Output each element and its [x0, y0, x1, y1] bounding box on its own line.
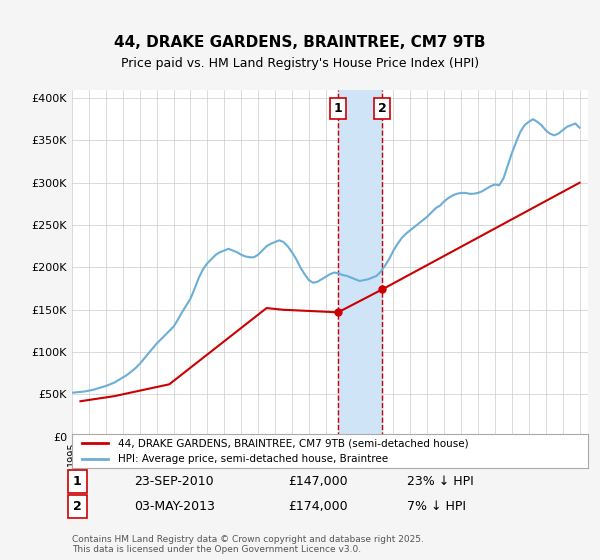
Text: 1: 1 — [334, 102, 343, 115]
Text: 44, DRAKE GARDENS, BRAINTREE, CM7 9TB (semi-detached house): 44, DRAKE GARDENS, BRAINTREE, CM7 9TB (s… — [118, 438, 469, 448]
Text: £174,000: £174,000 — [289, 500, 349, 514]
Text: 2: 2 — [378, 102, 386, 115]
Text: 23-SEP-2010: 23-SEP-2010 — [134, 475, 214, 488]
Text: Price paid vs. HM Land Registry's House Price Index (HPI): Price paid vs. HM Land Registry's House … — [121, 57, 479, 70]
Text: 2: 2 — [73, 500, 82, 514]
Text: Contains HM Land Registry data © Crown copyright and database right 2025.
This d: Contains HM Land Registry data © Crown c… — [72, 535, 424, 554]
Text: 44, DRAKE GARDENS, BRAINTREE, CM7 9TB: 44, DRAKE GARDENS, BRAINTREE, CM7 9TB — [114, 35, 486, 50]
Text: 03-MAY-2013: 03-MAY-2013 — [134, 500, 215, 514]
Text: 23% ↓ HPI: 23% ↓ HPI — [407, 475, 474, 488]
Text: 7% ↓ HPI: 7% ↓ HPI — [407, 500, 466, 514]
Text: HPI: Average price, semi-detached house, Braintree: HPI: Average price, semi-detached house,… — [118, 454, 389, 464]
Text: £147,000: £147,000 — [289, 475, 349, 488]
Text: 1: 1 — [73, 475, 82, 488]
Bar — [338, 90, 382, 437]
